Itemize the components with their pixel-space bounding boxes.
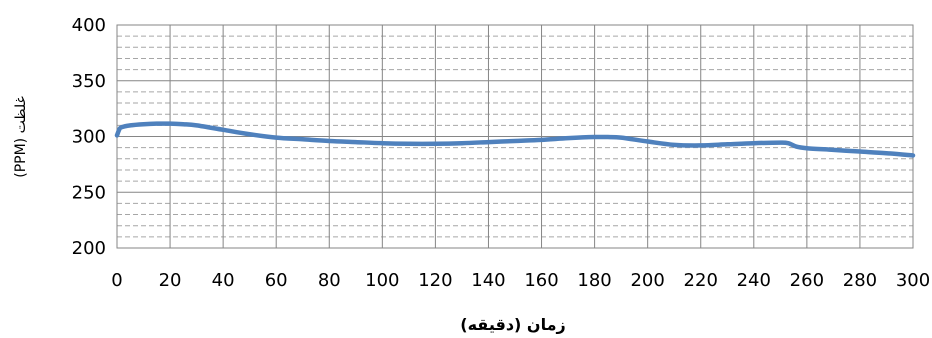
y-axis-tick-labels: 200 250 300 350 400 xyxy=(72,15,106,259)
x-axis-title: زمان (دقیقه) xyxy=(460,315,565,334)
x-tick-label: 300 xyxy=(896,270,930,291)
y-tick-label: 300 xyxy=(72,127,106,148)
x-tick-label: 180 xyxy=(577,270,611,291)
x-tick-label: 220 xyxy=(684,270,718,291)
x-tick-label: 80 xyxy=(318,270,341,291)
series-layer xyxy=(114,121,916,158)
y-tick-label: 200 xyxy=(72,238,106,259)
x-tick-label: 280 xyxy=(843,270,877,291)
y-axis-title: غلظت (PPM) xyxy=(13,96,29,178)
x-tick-label: 40 xyxy=(212,270,235,291)
series-line-0 xyxy=(114,121,916,158)
y-tick-label: 250 xyxy=(72,182,106,203)
x-tick-label: 0 xyxy=(111,270,122,291)
y-tick-label: 400 xyxy=(72,15,106,36)
x-axis-tick-labels: 0 20 40 60 80 100 120 140 160 180 200 220 240 260 280 3… xyxy=(111,270,930,291)
x-tick-label: 200 xyxy=(630,270,664,291)
x-tick-label: 140 xyxy=(471,270,505,291)
x-tick-label: 260 xyxy=(790,270,824,291)
x-tick-label: 240 xyxy=(737,270,771,291)
minor-gridlines xyxy=(117,35,913,238)
x-tick-label: 60 xyxy=(265,270,288,291)
x-tick-label: 160 xyxy=(524,270,558,291)
x-tick-label: 100 xyxy=(365,270,399,291)
x-tick-label: 120 xyxy=(418,270,452,291)
x-tick-label: 20 xyxy=(159,270,182,291)
y-tick-label: 350 xyxy=(72,71,106,92)
